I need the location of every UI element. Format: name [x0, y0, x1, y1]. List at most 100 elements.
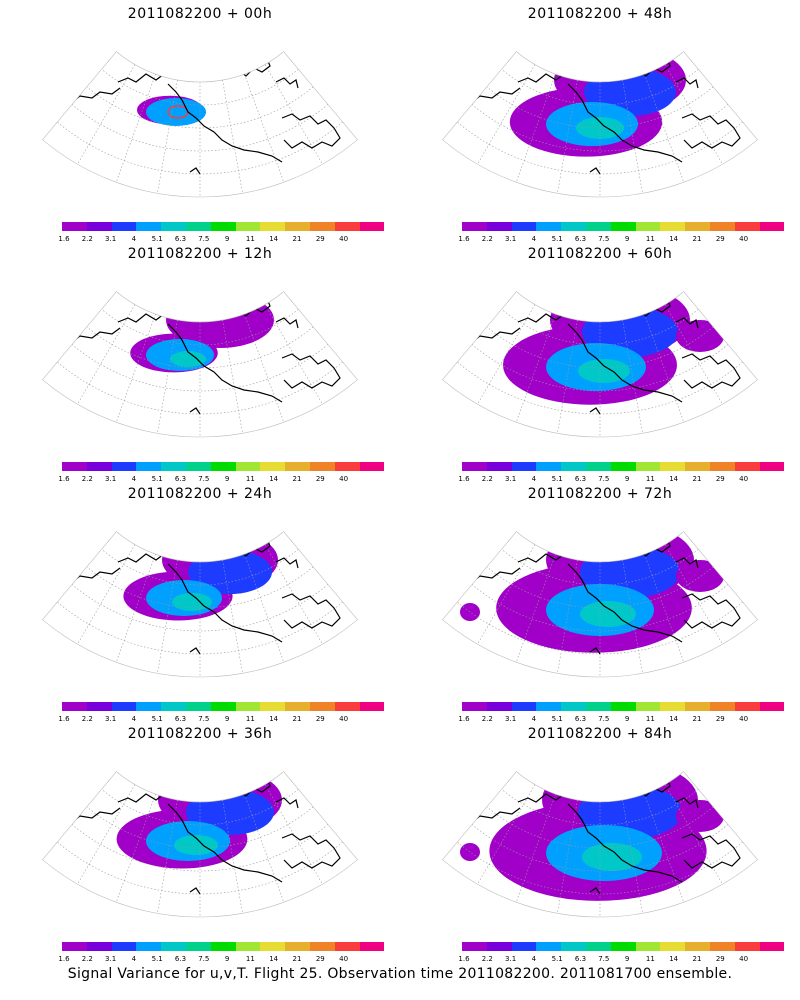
colorbar-swatch	[62, 942, 87, 951]
colorbar-swatch	[86, 702, 112, 711]
coastline	[681, 113, 741, 149]
colorbar-tick-label: 5.1	[151, 715, 163, 723]
colorbar-swatch	[709, 702, 735, 711]
colorbar-tick-label: 1.6	[458, 475, 470, 483]
variance-map	[442, 531, 758, 678]
colorbar-swatch	[610, 222, 636, 231]
colorbar	[62, 702, 385, 711]
colorbar-tick-label: 2.2	[81, 715, 93, 723]
colorbar-tick-label: 9	[624, 715, 630, 723]
colorbar-swatch	[635, 942, 661, 951]
colorbar-tick-label: 1.6	[458, 235, 470, 243]
colorbar-tick-label: 2.2	[81, 475, 93, 483]
colorbar-tick-label: 9	[624, 475, 630, 483]
map-boundary	[442, 531, 758, 678]
longitude-gridline	[557, 319, 578, 434]
variance-contour	[582, 843, 642, 871]
colorbar-swatch	[111, 702, 137, 711]
longitude-gridline	[557, 79, 578, 194]
colorbar-swatch	[685, 702, 710, 711]
coastline	[275, 557, 299, 569]
colorbar-swatch	[635, 462, 661, 471]
colorbar-swatch	[235, 222, 261, 231]
colorbar-swatch	[660, 222, 686, 231]
colorbar-tick-label: 7.5	[598, 235, 610, 243]
colorbar-swatch	[334, 222, 360, 231]
colorbar-swatch	[285, 222, 310, 231]
coastline	[675, 557, 699, 569]
colorbar-labels: 1.6 2.2 3.1 4 5.1 6.3 7.5 9 11 14 21 29 40	[456, 475, 766, 485]
colorbar-tick-label: 29	[315, 715, 325, 723]
coastline	[275, 317, 299, 329]
map-panel: 2011082200 + 72h 1.6 2.2 3.1 4 5.1 6.3 7.5 9 11 14…	[400, 480, 800, 723]
colorbar-tick-label: 3.1	[505, 235, 517, 243]
colorbar-tick-label: 2.2	[481, 235, 493, 243]
colorbar-swatch	[86, 462, 112, 471]
colorbar-swatch	[334, 942, 360, 951]
colorbar-tick-label: 21	[292, 475, 302, 483]
colorbar-swatch	[185, 222, 211, 231]
colorbar-swatch	[285, 702, 310, 711]
longitude-gridline	[222, 319, 243, 434]
longitude-gridline	[77, 784, 136, 885]
colorbar-swatch	[734, 462, 760, 471]
colorbar-swatch	[86, 942, 112, 951]
coastline	[619, 291, 671, 317]
colorbar-swatch	[260, 222, 286, 231]
coastline	[167, 803, 283, 883]
colorbar-swatch	[462, 702, 487, 711]
coastline	[281, 593, 341, 629]
coastline	[275, 77, 299, 89]
colorbar-tick-label: 7.5	[598, 955, 610, 963]
map-boundary	[42, 771, 358, 918]
longitude-gridline	[477, 304, 536, 405]
colorbar-tick-label: 29	[715, 475, 725, 483]
colorbar-tick-label: 5.1	[551, 955, 563, 963]
longitude-gridline	[644, 74, 685, 183]
latitude-gridline	[501, 68, 699, 106]
colorbar-swatch	[161, 222, 186, 231]
colorbar-tick-label: 9	[624, 955, 630, 963]
longitude-gridline	[244, 314, 285, 423]
colorbar-tick-label: 1.6	[58, 235, 70, 243]
colorbar	[62, 222, 385, 231]
colorbar-swatch	[536, 462, 562, 471]
colorbar-tick-label: 5.1	[151, 955, 163, 963]
colorbar-tick-label: 29	[315, 475, 325, 483]
colorbar-tick-label: 3.1	[105, 235, 117, 243]
coastline	[567, 803, 683, 883]
coastline	[567, 83, 683, 163]
colorbar-tick-label: 7.5	[598, 475, 610, 483]
colorbar-tick-label: 14	[269, 475, 279, 483]
colorbar-tick-label: 4	[131, 715, 137, 723]
colorbar-swatch	[462, 942, 487, 951]
coastline	[619, 531, 671, 557]
panel-title: 2011082200 + 00h	[127, 6, 273, 22]
variance-contour	[174, 835, 218, 855]
colorbar-swatch	[536, 702, 562, 711]
coastline	[589, 407, 601, 415]
colorbar-swatch	[334, 702, 360, 711]
colorbar-swatch	[685, 942, 710, 951]
colorbar-swatch	[585, 462, 611, 471]
colorbar-swatch	[185, 942, 211, 951]
colorbar-swatch	[210, 702, 236, 711]
coastline	[24, 362, 36, 374]
colorbar-swatch	[260, 702, 286, 711]
colorbar-swatch	[161, 942, 186, 951]
longitude-gridline	[115, 554, 156, 663]
longitude-gridline	[222, 799, 243, 914]
variance-contour	[146, 98, 206, 126]
map-boundary	[442, 291, 758, 438]
coastline	[189, 407, 201, 415]
latitude-gridline	[501, 548, 699, 586]
colorbar-tick-label: 14	[669, 235, 679, 243]
longitude-gridline	[157, 319, 178, 434]
colorbar-swatch	[511, 222, 537, 231]
longitude-gridline	[622, 559, 643, 674]
colorbar-swatch	[260, 462, 286, 471]
colorbar-tick-label: 29	[315, 235, 325, 243]
colorbar-tick-label: 6.3	[574, 235, 587, 243]
colorbar-tick-label: 11	[645, 235, 655, 243]
colorbar-swatch	[759, 942, 785, 951]
